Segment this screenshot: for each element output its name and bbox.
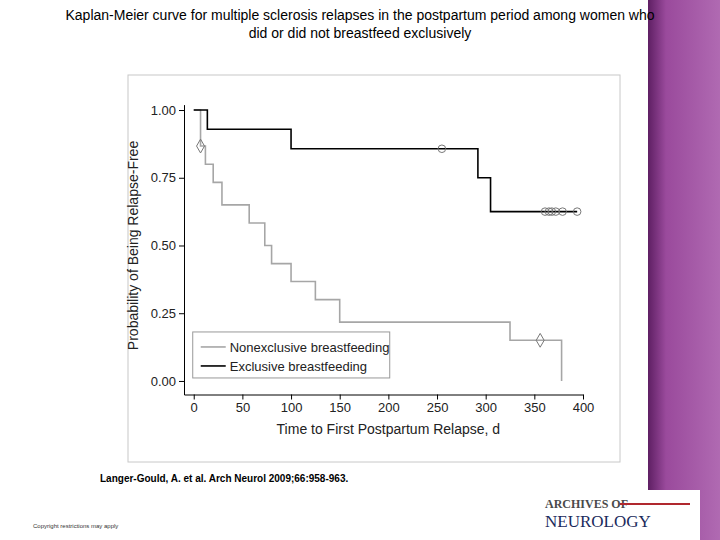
tick-label: 300 [475, 400, 497, 415]
tick: 200 [378, 395, 400, 415]
logo-rule [620, 503, 690, 505]
tick-mark [179, 245, 184, 246]
tick: 0.75 [151, 170, 184, 185]
legend-label: Nonexclusive breastfeeding [230, 340, 390, 355]
survival-line [194, 110, 577, 212]
tick: 0.25 [151, 306, 184, 321]
censor-marker [536, 333, 544, 347]
tick-label: 100 [281, 400, 303, 415]
citation: Langer-Gould, A. et al. Arch Neurol 2009… [100, 473, 348, 484]
tick-mark [179, 178, 184, 179]
tick: 1.00 [151, 103, 184, 118]
tick-label: 0.50 [151, 238, 176, 253]
logo-box [530, 490, 700, 540]
tick: 350 [524, 395, 546, 415]
tick: 400 [573, 395, 595, 415]
tick-label: 0.25 [151, 306, 176, 321]
censor-marker [197, 139, 205, 153]
y-axis: 0.00 0.25 0.50 0.75 1.00 [151, 103, 185, 395]
plot-area [194, 110, 581, 381]
legend-swatch [201, 365, 226, 367]
tick-mark [179, 381, 184, 382]
tick-mark [179, 110, 184, 111]
censor-marker [573, 208, 581, 216]
tick: 50 [236, 395, 250, 415]
tick: 150 [329, 395, 351, 415]
tick: 300 [475, 395, 497, 415]
tick-label: 0.75 [151, 170, 176, 185]
x-axis-title: Time to First Postpartum Relapse, d [277, 421, 501, 437]
logo-bottom: NEUROLOGY [545, 512, 651, 531]
censor-marker [438, 145, 446, 153]
tick-label: 1.00 [151, 103, 176, 118]
tick-label: 0.00 [151, 374, 176, 389]
tick: 100 [281, 395, 303, 415]
axis-line [184, 105, 185, 395]
tick: 0.50 [151, 238, 184, 253]
graph-region [128, 75, 620, 462]
tick-label: 50 [236, 400, 250, 415]
tick-label: 0 [191, 400, 198, 415]
tick-label: 150 [329, 400, 351, 415]
title-line: Kaplan-Meier curve for multiple sclerosi… [65, 7, 654, 23]
tick-label: 200 [378, 400, 400, 415]
y-axis-title: Probability of Being Relapse-Free [125, 141, 141, 351]
legend-label: Exclusive breastfeeding [230, 359, 367, 374]
copyright: Copyright restrictions may apply [33, 523, 118, 529]
tick: 0 [191, 395, 198, 415]
title-line: did or did not breastfeed exclusively [249, 25, 472, 41]
x-axis: 0 50 100 150 200 250 300 350 400 [185, 395, 595, 415]
tick-label: 350 [524, 400, 546, 415]
legend-box [193, 332, 390, 378]
tick: 250 [427, 395, 449, 415]
survival-line [194, 110, 562, 381]
tick-mark [179, 313, 184, 314]
tick-label: 400 [573, 400, 595, 415]
axis-line [185, 395, 584, 396]
legend-swatch [201, 346, 226, 348]
censor-marker [559, 208, 567, 216]
slide: Kaplan-Meier curve for multiple sclerosi… [0, 0, 720, 540]
side-strip [648, 0, 720, 540]
legend: Nonexclusive breastfeeding Exclusive brea… [193, 332, 390, 378]
tick-label: 250 [427, 400, 449, 415]
title: Kaplan-Meier curve for multiple sclerosi… [65, 7, 654, 41]
tick: 0.00 [151, 374, 184, 389]
logo-top: ARCHIVES OF [545, 497, 628, 511]
